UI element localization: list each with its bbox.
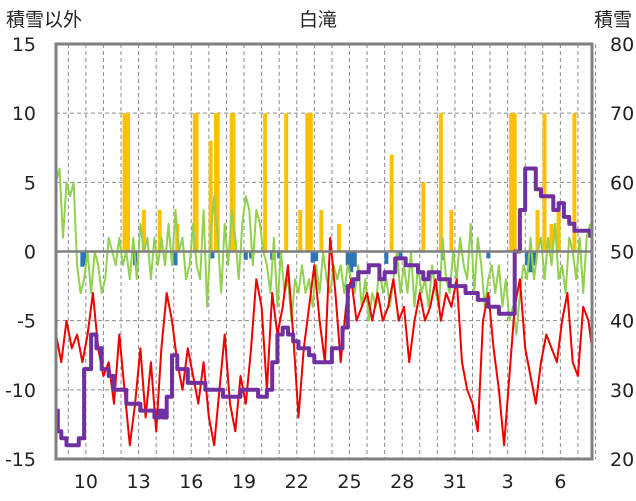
right-axis-label: 積雪 bbox=[594, 9, 632, 31]
y-tick-label-right: 80 bbox=[610, 34, 634, 56]
y-tick-label-left: -5 bbox=[17, 311, 36, 333]
y-tick-label-left: 10 bbox=[12, 103, 36, 125]
y-tick-label-right: 30 bbox=[610, 380, 634, 402]
bar bbox=[512, 113, 517, 252]
bar bbox=[249, 251, 254, 259]
bar bbox=[421, 182, 426, 252]
bar bbox=[298, 210, 303, 252]
bar bbox=[82, 251, 87, 266]
bar bbox=[556, 210, 561, 252]
chart-title: 白滝 bbox=[299, 9, 337, 31]
y-tick-label-left: 5 bbox=[24, 172, 36, 194]
bar bbox=[345, 251, 350, 266]
bar bbox=[449, 210, 454, 252]
bar bbox=[126, 113, 131, 252]
x-tick-label: 3 bbox=[502, 471, 514, 493]
bar bbox=[524, 251, 529, 266]
x-tick-label: 25 bbox=[337, 471, 361, 493]
y-tick-label-right: 40 bbox=[610, 311, 634, 333]
bar bbox=[157, 210, 162, 252]
bar bbox=[314, 251, 319, 262]
series-line bbox=[55, 166, 593, 448]
bar bbox=[572, 113, 577, 252]
plot-area bbox=[54, 42, 594, 461]
bar bbox=[336, 223, 341, 252]
y-tick-label-right: 50 bbox=[610, 242, 634, 264]
bar bbox=[310, 251, 315, 263]
x-tick-label: 19 bbox=[232, 471, 256, 493]
bar bbox=[528, 251, 533, 273]
y-tick-label-right: 70 bbox=[610, 103, 634, 125]
x-tick-label: 22 bbox=[285, 471, 309, 493]
y-tick-label-right: 20 bbox=[610, 449, 634, 471]
lines bbox=[55, 166, 593, 448]
bar bbox=[243, 251, 248, 260]
bar bbox=[215, 113, 220, 252]
bar bbox=[389, 154, 394, 252]
bar bbox=[398, 251, 403, 259]
y-tick-label-left: 15 bbox=[12, 34, 36, 56]
bar bbox=[384, 251, 389, 264]
x-tick-label: 16 bbox=[179, 471, 203, 493]
bar bbox=[173, 251, 178, 266]
bar bbox=[284, 113, 289, 252]
bar bbox=[263, 113, 268, 252]
bar bbox=[210, 251, 215, 259]
bar bbox=[532, 251, 537, 266]
y-tick-label-left: -10 bbox=[5, 380, 36, 402]
bar bbox=[319, 210, 324, 252]
left-axis-label: 積雪以外 bbox=[6, 9, 82, 31]
bar bbox=[208, 140, 213, 252]
x-tick-label: 28 bbox=[390, 471, 414, 493]
bar bbox=[535, 210, 540, 252]
x-tick-label: 13 bbox=[127, 471, 151, 493]
bar bbox=[231, 113, 236, 252]
bar bbox=[349, 251, 354, 273]
bar bbox=[277, 251, 282, 259]
bar bbox=[352, 251, 357, 267]
y-tick-label-right: 60 bbox=[610, 172, 634, 194]
bar bbox=[438, 113, 443, 252]
bar bbox=[194, 113, 199, 252]
right-ticks: 20 30 40 50 60 70 80 bbox=[610, 34, 634, 471]
y-tick-label-left: -15 bbox=[5, 449, 36, 471]
bar bbox=[486, 251, 491, 259]
bar bbox=[542, 113, 547, 252]
y-tick-label-left: 0 bbox=[24, 242, 36, 264]
x-tick-label: 6 bbox=[554, 471, 566, 493]
bar bbox=[549, 223, 554, 252]
bar bbox=[308, 113, 313, 252]
x-tick-label: 10 bbox=[74, 471, 98, 493]
left-ticks: -15 -10 -5 0 5 10 15 bbox=[5, 34, 36, 471]
x-tick-label: 31 bbox=[443, 471, 467, 493]
bar bbox=[141, 210, 146, 252]
x-ticks: 10 13 16 19 22 25 28 31 3 6 bbox=[74, 471, 567, 493]
